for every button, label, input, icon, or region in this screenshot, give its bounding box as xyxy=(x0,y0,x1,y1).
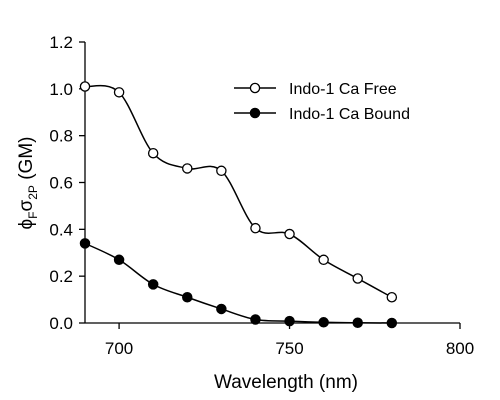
x-tick-label: 700 xyxy=(105,339,133,358)
data-point xyxy=(182,163,193,174)
y-tick-label: 0.2 xyxy=(49,267,73,286)
data-point xyxy=(318,254,329,266)
data-point xyxy=(216,303,227,315)
series-ca-free xyxy=(79,81,398,303)
y-tick-label: 0.4 xyxy=(49,220,73,239)
data-point xyxy=(147,147,159,159)
data-point xyxy=(284,228,295,240)
legend-label: Indo-1 Ca Free xyxy=(289,81,397,98)
data-point xyxy=(318,317,329,328)
series-ca-bound xyxy=(79,238,398,329)
y-tick-label: 0.6 xyxy=(49,174,73,193)
data-point xyxy=(216,165,227,177)
data-point xyxy=(182,291,193,303)
data-point xyxy=(113,254,125,266)
data-point xyxy=(284,315,295,327)
data-point xyxy=(113,87,125,98)
series-line xyxy=(84,84,393,298)
y-axis-title-unit: (GM) xyxy=(16,137,37,186)
data-point xyxy=(352,273,363,284)
data-point xyxy=(250,222,261,234)
y-axis-title: ϕFσ2P (GM) xyxy=(16,137,40,230)
axes: 0.0 0.2 0.4 0.6 0.8 1.0 1.2 700 750 800 xyxy=(49,33,474,358)
y-axis-title-phi: ϕ xyxy=(16,219,37,230)
data-point xyxy=(147,279,159,290)
y-tick-label: 1.2 xyxy=(49,33,73,52)
y-axis-title-sub-2p: 2P xyxy=(26,185,40,200)
x-axis-title: Wavelength (nm) xyxy=(214,372,358,393)
x-tick-label: 800 xyxy=(446,339,474,358)
series-line xyxy=(84,242,392,324)
data-point xyxy=(250,314,261,325)
legend-marker xyxy=(249,82,261,94)
y-axis-title-sub-f: F xyxy=(26,211,40,218)
series-layer xyxy=(79,81,398,329)
y-tick-label: 1.0 xyxy=(49,80,73,99)
y-axis-title-sigma: σ xyxy=(16,199,37,211)
data-point xyxy=(79,238,91,249)
x-tick-label: 750 xyxy=(275,339,303,358)
data-point xyxy=(386,291,398,303)
data-point xyxy=(352,317,363,329)
legend: Indo-1 Ca Free Indo-1 Ca Bound xyxy=(234,81,410,123)
y-tick-label: 0.0 xyxy=(49,314,73,333)
legend-label: Indo-1 Ca Bound xyxy=(289,106,410,123)
y-tick-label: 0.8 xyxy=(49,127,73,146)
data-point xyxy=(386,317,398,329)
data-point xyxy=(79,81,91,92)
legend-marker xyxy=(249,107,261,119)
